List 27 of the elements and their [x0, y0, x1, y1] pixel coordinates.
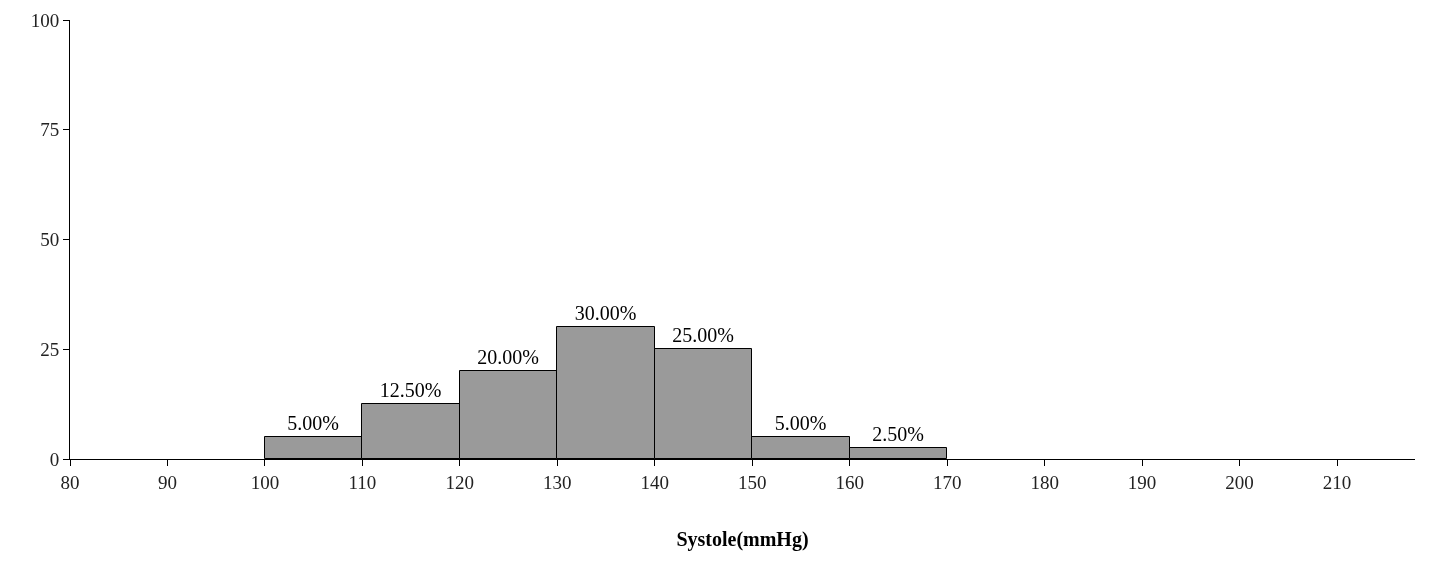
data-label: 20.00% [477, 345, 539, 368]
data-label: 5.00% [287, 411, 339, 434]
x-tick-label: 80 [60, 471, 80, 493]
data-label: 25.00% [672, 323, 734, 346]
x-tick-label: 170 [932, 471, 962, 493]
x-tick-label: 190 [1127, 471, 1157, 493]
x-tick-label: 130 [543, 471, 572, 493]
y-tick-label: 0 [49, 448, 60, 470]
y-tick-label: 25 [40, 338, 60, 360]
y-tick-label: 50 [40, 229, 60, 251]
x-tick-label: 210 [1322, 471, 1352, 493]
data-label: 30.00% [574, 301, 637, 324]
x-tick-label: 120 [445, 471, 475, 493]
y-tick-label: 75 [40, 119, 60, 141]
data-label: 2.50% [872, 422, 924, 445]
y-tick-label: 100 [30, 9, 60, 31]
x-tick-label: 180 [1030, 471, 1059, 493]
data-label: 5.00% [774, 411, 827, 434]
x-axis-title: Systole(mmHg) [676, 528, 809, 552]
x-tick-label: 200 [1225, 471, 1254, 493]
x-tick-label: 100 [250, 471, 280, 493]
x-tick-label: 150 [738, 471, 767, 493]
x-tick-label: 140 [640, 471, 670, 493]
x-tick-label: 160 [835, 471, 864, 493]
x-tick-label: 110 [348, 471, 377, 493]
data-label: 12.50% [379, 378, 442, 401]
x-tick-label: 90 [157, 471, 177, 493]
